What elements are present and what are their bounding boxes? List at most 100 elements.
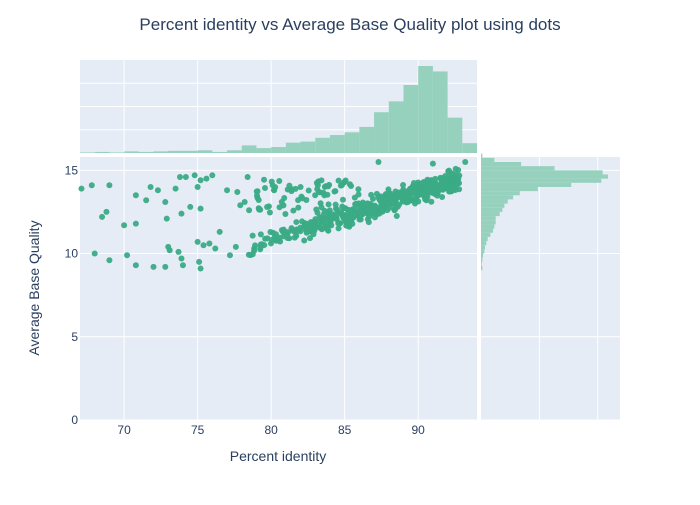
x-hist-bar [418, 66, 433, 153]
scatter-point [331, 188, 338, 195]
scatter-point [429, 160, 436, 167]
scatter-point [274, 237, 281, 244]
scatter-point [450, 183, 457, 190]
scatter-point [365, 219, 372, 226]
scatter-point [163, 215, 170, 222]
scatter-point [355, 191, 362, 198]
y-hist-bar [481, 157, 495, 162]
scatter-point [249, 251, 256, 258]
scatter-point [425, 179, 432, 186]
scatter-point [226, 252, 233, 259]
scatter-point [175, 248, 182, 255]
scatter-point [88, 182, 95, 189]
scatter-point [326, 207, 333, 214]
scatter-point [336, 220, 343, 227]
scatter-point [206, 240, 213, 247]
scatter-point [339, 196, 346, 203]
scatter-point [132, 262, 139, 269]
scatter-point [280, 226, 287, 233]
scatter-point [301, 237, 308, 244]
y-hist-bar [481, 236, 488, 242]
scatter-point [328, 222, 335, 229]
scatter-point [337, 209, 344, 216]
scatter-point [369, 204, 376, 211]
y-hist-bar [481, 232, 491, 237]
scatter-point [200, 242, 207, 249]
y-hist-bar [481, 261, 482, 267]
scatter-point [194, 238, 201, 245]
scatter-point [303, 196, 310, 203]
scatter-point [295, 204, 302, 211]
x-tick-label: 70 [117, 423, 131, 437]
scatter-point [216, 228, 223, 235]
scatter-point [375, 158, 382, 165]
scatter-point [320, 211, 327, 218]
scatter-point [268, 178, 275, 185]
scatter-point [272, 231, 279, 238]
scatter-point [261, 176, 268, 183]
scatter-point [172, 185, 179, 192]
scatter-point [268, 236, 275, 243]
scatter-point [281, 194, 288, 201]
scatter-point [307, 235, 314, 242]
y-axis-label: Average Base Quality [26, 220, 42, 355]
scatter-point [326, 181, 333, 188]
scatter-point [358, 211, 365, 218]
y-hist-bar [481, 199, 508, 204]
x-tick-label: 85 [338, 423, 352, 437]
x-hist-bar [227, 150, 242, 153]
y-hist-bar [481, 191, 520, 196]
scatter-point [377, 193, 384, 200]
scatter-point [132, 192, 139, 199]
scatter-point [276, 177, 283, 184]
scatter-point [310, 231, 317, 238]
scatter-point [293, 232, 300, 239]
x-hist-bar [403, 85, 419, 153]
scatter-point [276, 204, 283, 211]
scatter-point [332, 201, 339, 208]
scatter-point [423, 197, 430, 204]
scatter-point [252, 242, 259, 249]
y-hist-bar [481, 253, 484, 258]
scatter-point [191, 172, 198, 179]
x-tick-label: 75 [191, 423, 205, 437]
scatter-point [266, 209, 273, 216]
scatter-point [455, 166, 462, 173]
y-hist-bar [481, 266, 483, 271]
scatter-point [196, 258, 203, 265]
scatter-point [379, 207, 386, 214]
scatter-point [244, 173, 251, 180]
scatter-point [325, 227, 332, 234]
scatter-point [124, 252, 131, 259]
scatter-point [179, 262, 186, 269]
y-hist-bar [481, 182, 572, 187]
y-hist-bar [481, 245, 486, 250]
scatter-point [232, 243, 239, 250]
x-hist-bar [182, 150, 198, 153]
scatter-point [143, 197, 150, 204]
y-tick-label: 15 [65, 163, 79, 177]
scatter-points [78, 158, 469, 272]
scatter-point [162, 263, 169, 270]
scatter-point [312, 219, 319, 226]
x-hist-bar [285, 142, 301, 153]
x-hist-bar [315, 137, 330, 153]
scatter-point [203, 175, 210, 182]
y-hist-bar [481, 241, 487, 246]
y-hist-bar [481, 166, 555, 171]
scatter-point [339, 203, 346, 210]
scatter-point [121, 222, 128, 229]
base-quality-histogram [481, 153, 608, 271]
scatter-point [454, 175, 461, 182]
scatter-point [254, 188, 261, 195]
y-hist-bar [481, 257, 483, 262]
scatter-point [445, 167, 452, 174]
scatter-point [347, 208, 354, 215]
scatter-point [305, 187, 312, 194]
x-hist-bar [344, 132, 360, 153]
scatter-point [428, 198, 435, 205]
x-hist-bar [94, 151, 110, 153]
y-hist-bar [481, 186, 538, 192]
x-hist-bar [212, 151, 228, 153]
scatter-point [103, 208, 110, 215]
